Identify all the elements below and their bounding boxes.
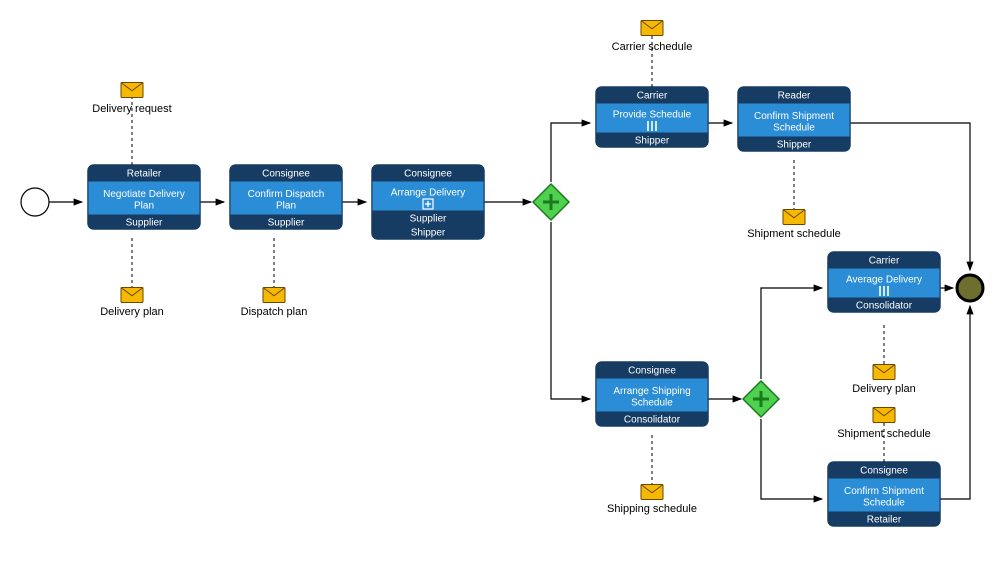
task-t6: Consignee Arrange ShippingSchedule Consoli… xyxy=(596,362,708,426)
task-header: Consignee xyxy=(262,169,310,180)
message-flow: Carrier schedule xyxy=(612,21,693,88)
task-title: Arrange Delivery xyxy=(391,188,465,199)
task-t2: Consignee Confirm DispatchPlan Supplier xyxy=(230,165,342,229)
task-footer: Consolidator xyxy=(856,301,913,312)
task-footer: Shipper xyxy=(635,136,670,147)
task-title: Negotiate Delivery xyxy=(103,189,185,200)
task-t1: Retailer Negotiate DeliveryPlan Supplier xyxy=(88,165,200,229)
task-header: Carrier xyxy=(637,91,668,102)
message-label: Carrier schedule xyxy=(612,41,693,53)
task-title: Schedule xyxy=(631,397,673,408)
task-title: Average Delivery xyxy=(846,275,922,286)
message-flow: Dispatch plan xyxy=(241,238,308,318)
task-title: Schedule xyxy=(863,497,905,508)
message-label: Delivery plan xyxy=(100,306,164,318)
message-label: Shipping schedule xyxy=(607,503,697,515)
task-footer: Retailer xyxy=(867,515,902,526)
message-flow: Delivery plan xyxy=(100,238,164,318)
gateway xyxy=(533,184,569,220)
message-label: Delivery plan xyxy=(852,383,916,395)
message-flow: Delivery plan xyxy=(852,325,916,395)
task-title: Plan xyxy=(134,200,154,211)
message-label: Shipment schedule xyxy=(837,428,931,440)
message-flow: Shipping schedule xyxy=(607,435,697,515)
sequence-flow xyxy=(850,123,970,270)
task-t8: Consignee Confirm ShipmentSchedule Retaile… xyxy=(828,462,940,526)
task-header: Carrier xyxy=(869,256,900,267)
task-footer: Supplier xyxy=(126,218,163,229)
start-event xyxy=(21,188,49,216)
gateway xyxy=(743,381,779,417)
task-title: Provide Schedule xyxy=(613,110,692,121)
message-label: Delivery request xyxy=(92,103,171,115)
task-title: Confirm Dispatch xyxy=(248,189,325,200)
sequence-flow xyxy=(551,123,590,182)
task-t5: Reader Confirm ShipmentSchedule Shipper xyxy=(738,87,850,151)
task-header: Retailer xyxy=(127,169,162,180)
task-title: Schedule xyxy=(773,122,815,133)
sequence-flow xyxy=(940,306,970,499)
task-footer: Supplier xyxy=(268,218,305,229)
message-label: Dispatch plan xyxy=(241,306,308,318)
task-t3: Consignee Arrange Delivery Supplier Shipper xyxy=(372,165,484,239)
task-t7: Carrier Average Delivery Consolidator xyxy=(828,252,940,312)
sequence-flow xyxy=(761,419,822,499)
message-flow: Shipment schedule xyxy=(747,160,841,240)
end-event xyxy=(957,275,983,301)
task-header: Consignee xyxy=(860,466,908,477)
task-title: Confirm Shipment xyxy=(844,486,924,497)
task-header: Consignee xyxy=(628,366,676,377)
task-t4: Carrier Provide Schedule Shipper xyxy=(596,87,708,147)
sequence-flow xyxy=(551,222,590,399)
task-footer: Consolidator xyxy=(624,415,681,426)
task-title: Plan xyxy=(276,200,296,211)
message-flow: Shipment schedule xyxy=(837,408,931,463)
diagram-canvas: RetailerNegotiate DeliveryPlanSupplierCo… xyxy=(0,0,1000,573)
task-title: Arrange Shipping xyxy=(613,386,690,397)
task-footer: Shipper xyxy=(411,228,446,239)
task-footer: Supplier xyxy=(410,214,447,225)
task-footer: Shipper xyxy=(777,140,812,151)
task-header: Consignee xyxy=(404,169,452,180)
task-title: Confirm Shipment xyxy=(754,111,834,122)
message-flow: Delivery request xyxy=(92,83,171,166)
sequence-flow xyxy=(761,288,822,379)
message-label: Shipment schedule xyxy=(747,228,841,240)
task-header: Reader xyxy=(778,91,811,102)
